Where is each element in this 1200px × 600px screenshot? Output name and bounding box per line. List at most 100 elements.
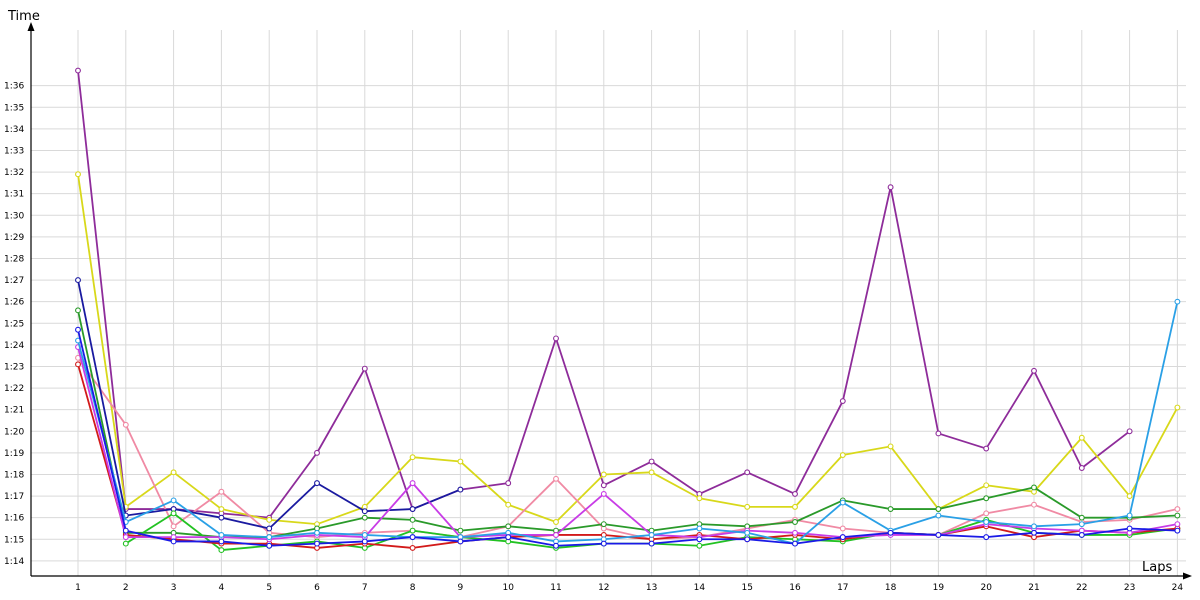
- data-point: [887, 506, 894, 512]
- data-point: [792, 540, 798, 547]
- data-point: [1031, 501, 1037, 508]
- series-line: [77, 301, 1179, 545]
- data-point: [218, 532, 225, 538]
- data-point: [361, 538, 368, 545]
- data-point: [505, 534, 512, 541]
- data-point: [1078, 514, 1085, 521]
- data-point: [505, 523, 512, 530]
- data-point: [792, 490, 798, 497]
- series-line: [77, 174, 1179, 526]
- y-tick-label: 1:14: [4, 557, 24, 567]
- data-point: [696, 542, 703, 549]
- data-point: [744, 503, 751, 510]
- data-point: [744, 536, 751, 543]
- y-tick-label: 1:25: [4, 319, 24, 329]
- x-tick-label: 17: [837, 583, 848, 593]
- data-point: [648, 469, 655, 476]
- data-point: [218, 538, 225, 545]
- axes: Time Laps: [7, 9, 1192, 580]
- data-point: [409, 480, 416, 487]
- y-tick-label: 1:26: [4, 298, 24, 308]
- data-point: [1078, 465, 1085, 471]
- data-point: [75, 326, 81, 333]
- y-tick-label: 1:24: [4, 341, 24, 351]
- y-tick-label: 1:30: [4, 211, 24, 221]
- data-point: [648, 458, 655, 465]
- data-point: [983, 510, 990, 517]
- y-tick-label: 1:32: [4, 168, 24, 178]
- data-point: [935, 532, 942, 538]
- series-9: [75, 298, 1181, 547]
- data-point: [409, 506, 416, 512]
- data-point: [409, 544, 416, 551]
- data-point: [887, 443, 894, 450]
- data-point: [1031, 484, 1037, 491]
- y-tick-label: 1:20: [4, 427, 24, 437]
- data-point: [1174, 506, 1181, 512]
- data-point: [505, 480, 512, 487]
- x-tick-label: 11: [550, 583, 561, 593]
- data-point: [792, 529, 798, 536]
- data-point: [170, 469, 177, 476]
- data-point: [839, 499, 846, 506]
- data-point: [553, 519, 559, 525]
- x-tick-label: 15: [741, 583, 752, 593]
- data-point: [600, 490, 607, 497]
- x-tick-label: 7: [362, 583, 368, 593]
- y-axis-title: Time: [7, 9, 40, 24]
- data-point: [1078, 521, 1085, 528]
- data-point: [935, 512, 942, 519]
- y-tick-label: 1:35: [4, 103, 24, 113]
- series-line: [77, 310, 1178, 539]
- data-point: [648, 540, 655, 547]
- x-tick-label: 22: [1076, 583, 1087, 593]
- data-point: [1126, 428, 1133, 435]
- data-point: [1126, 493, 1133, 500]
- data-point: [409, 516, 416, 523]
- y-tick-label: 1:18: [4, 470, 24, 480]
- y-tick-label: 1:28: [4, 254, 24, 264]
- data-point: [744, 469, 751, 476]
- data-point: [75, 307, 81, 314]
- data-point: [744, 529, 751, 536]
- data-point: [361, 514, 368, 521]
- data-point: [75, 67, 81, 74]
- data-point: [839, 534, 846, 541]
- y-tick-label: 1:19: [4, 449, 24, 459]
- data-point: [1078, 532, 1085, 538]
- y-tick-label: 1:27: [4, 276, 24, 286]
- y-tick-label: 1:31: [4, 190, 24, 200]
- data-point: [218, 547, 225, 554]
- data-point: [983, 519, 990, 525]
- data-point: [361, 532, 368, 538]
- data-point: [1126, 525, 1133, 532]
- data-point: [600, 540, 607, 547]
- y-tick-label: 1:34: [4, 125, 24, 135]
- x-tick-label: 23: [1124, 583, 1135, 593]
- x-tick-label: 3: [171, 583, 177, 593]
- data-point: [457, 458, 464, 465]
- series-2: [75, 171, 1181, 528]
- data-point: [1126, 512, 1133, 519]
- data-point: [983, 495, 990, 502]
- data-point: [1031, 529, 1037, 536]
- x-tick-label: 1: [75, 583, 81, 593]
- data-point: [361, 508, 368, 515]
- data-point: [600, 521, 607, 528]
- series-line: [77, 357, 1178, 541]
- y-tick-label: 1:33: [4, 146, 24, 156]
- data-point: [553, 532, 559, 538]
- data-point: [648, 532, 655, 538]
- data-point: [887, 529, 894, 536]
- data-point: [314, 449, 320, 456]
- data-point: [1174, 512, 1181, 519]
- x-tick-label: 12: [598, 583, 609, 593]
- x-tick-label: 14: [694, 583, 706, 593]
- data-point: [170, 523, 177, 530]
- data-point: [553, 542, 559, 549]
- data-point: [696, 495, 703, 502]
- tick-labels: 1 2 3 4 5 6 7 8 9 10 11 12 13 14 15 16 17 18 19 20 21 22 23 241…: [4, 82, 1183, 593]
- x-tick-label: 6: [314, 583, 320, 593]
- data-point: [409, 534, 416, 541]
- data-point: [266, 534, 273, 541]
